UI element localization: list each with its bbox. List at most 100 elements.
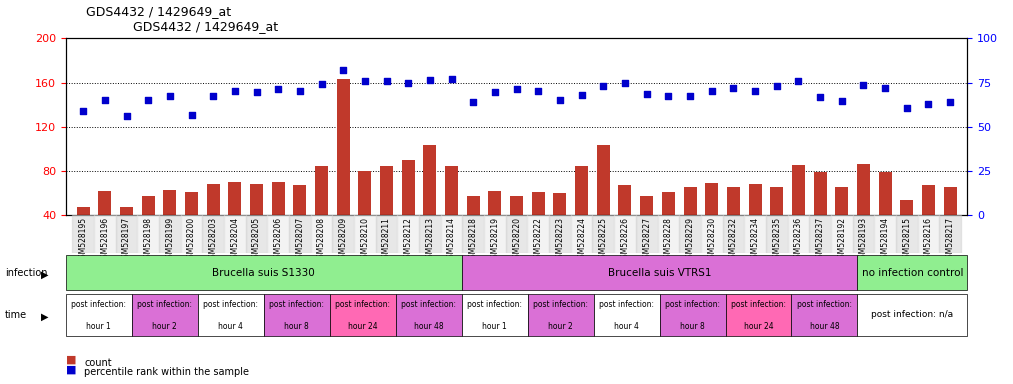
- Bar: [661, 192, 675, 259]
- Bar: [250, 184, 263, 259]
- Bar: [246, 215, 267, 253]
- Point: [617, 79, 633, 86]
- Text: ▶: ▶: [41, 270, 48, 280]
- FancyBboxPatch shape: [263, 294, 329, 336]
- Bar: [722, 215, 745, 253]
- Text: GSM528199: GSM528199: [165, 217, 174, 263]
- Bar: [528, 215, 549, 253]
- Text: GSM528222: GSM528222: [534, 217, 543, 263]
- Bar: [120, 207, 133, 259]
- Bar: [159, 215, 180, 253]
- Point: [725, 85, 742, 91]
- Bar: [614, 215, 636, 253]
- Bar: [72, 215, 94, 253]
- Text: post infection:: post infection:: [204, 300, 258, 309]
- Text: GSM528211: GSM528211: [382, 217, 391, 263]
- FancyBboxPatch shape: [528, 294, 594, 336]
- Text: GSM528212: GSM528212: [404, 217, 412, 263]
- Bar: [727, 187, 739, 259]
- FancyBboxPatch shape: [594, 294, 659, 336]
- Text: post infection:: post infection:: [138, 300, 192, 309]
- Bar: [380, 167, 393, 259]
- Point: [790, 78, 806, 84]
- Bar: [445, 167, 458, 259]
- Text: post infection:: post infection:: [599, 300, 654, 309]
- Point: [379, 78, 395, 84]
- Text: GSM528216: GSM528216: [924, 217, 933, 263]
- Text: GSM528200: GSM528200: [187, 217, 197, 263]
- Point: [855, 82, 871, 88]
- Bar: [180, 215, 203, 253]
- Bar: [359, 171, 372, 259]
- Text: hour 8: hour 8: [285, 322, 309, 331]
- Text: hour 1: hour 1: [86, 322, 111, 331]
- Text: hour 2: hour 2: [548, 322, 573, 331]
- Point: [596, 83, 612, 89]
- Text: Brucella suis S1330: Brucella suis S1330: [213, 268, 315, 278]
- Text: GSM528192: GSM528192: [837, 217, 846, 263]
- FancyBboxPatch shape: [462, 255, 857, 290]
- Bar: [766, 215, 787, 253]
- Text: GSM528220: GSM528220: [513, 217, 521, 263]
- Bar: [679, 215, 701, 253]
- Bar: [570, 215, 593, 253]
- Text: GSM528210: GSM528210: [361, 217, 370, 263]
- Text: GSM528236: GSM528236: [794, 217, 803, 263]
- Text: GSM528218: GSM528218: [469, 217, 478, 263]
- Bar: [271, 182, 285, 259]
- Text: time: time: [5, 310, 27, 320]
- Point: [920, 101, 936, 107]
- Text: GSM528223: GSM528223: [555, 217, 564, 263]
- Point: [248, 89, 264, 96]
- Bar: [853, 215, 874, 253]
- Bar: [593, 215, 614, 253]
- Text: ▶: ▶: [41, 312, 48, 322]
- Bar: [575, 167, 589, 259]
- Bar: [874, 215, 895, 253]
- Text: ■: ■: [66, 364, 76, 374]
- Point: [400, 79, 416, 86]
- Bar: [397, 215, 419, 253]
- Bar: [619, 185, 631, 259]
- FancyBboxPatch shape: [66, 255, 462, 290]
- Text: hour 48: hour 48: [809, 322, 840, 331]
- Text: GSM528198: GSM528198: [144, 217, 153, 263]
- Point: [444, 76, 460, 82]
- Bar: [857, 164, 870, 259]
- Bar: [636, 215, 657, 253]
- Text: GSM528229: GSM528229: [686, 217, 695, 263]
- Text: hour 8: hour 8: [680, 322, 705, 331]
- Text: GDS4432 / 1429649_at: GDS4432 / 1429649_at: [134, 20, 279, 33]
- Point: [530, 88, 546, 94]
- Point: [573, 92, 590, 98]
- Point: [119, 113, 135, 119]
- Point: [357, 78, 373, 84]
- Text: GSM528217: GSM528217: [945, 217, 954, 263]
- Point: [509, 86, 525, 92]
- Point: [487, 89, 503, 96]
- Bar: [809, 215, 831, 253]
- Point: [877, 85, 893, 91]
- Text: post infection:: post infection:: [467, 300, 522, 309]
- Text: GSM528237: GSM528237: [815, 217, 825, 263]
- Text: post infection:: post infection:: [335, 300, 390, 309]
- Bar: [901, 200, 914, 259]
- Text: GSM528224: GSM528224: [577, 217, 587, 263]
- Text: GSM528235: GSM528235: [772, 217, 781, 263]
- Bar: [657, 215, 679, 253]
- Bar: [745, 215, 766, 253]
- Text: hour 48: hour 48: [414, 322, 444, 331]
- Text: GSM528203: GSM528203: [209, 217, 218, 263]
- Text: GSM528228: GSM528228: [664, 217, 673, 263]
- Text: GSM528204: GSM528204: [230, 217, 239, 263]
- Text: GSM528219: GSM528219: [490, 217, 499, 263]
- Text: GSM528230: GSM528230: [707, 217, 716, 263]
- Bar: [402, 160, 414, 259]
- Bar: [918, 215, 939, 253]
- Bar: [813, 172, 827, 259]
- Text: post infection:: post infection:: [797, 300, 852, 309]
- Point: [942, 99, 958, 106]
- Bar: [943, 187, 956, 259]
- Bar: [831, 215, 853, 253]
- FancyBboxPatch shape: [857, 255, 967, 290]
